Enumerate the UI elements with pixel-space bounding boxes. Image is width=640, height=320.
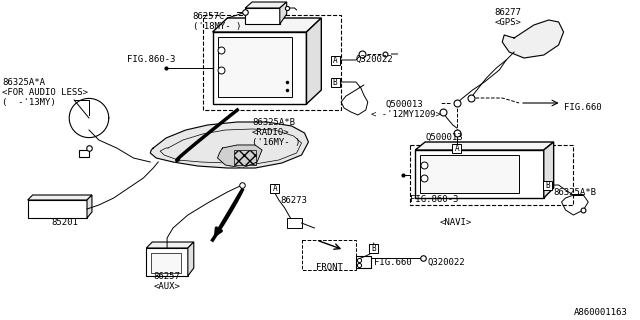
Text: B: B <box>371 244 376 252</box>
Bar <box>212 32 307 104</box>
Bar <box>245 8 280 24</box>
Bar <box>415 150 544 198</box>
Bar <box>420 155 519 193</box>
Text: <NAVI>: <NAVI> <box>440 218 472 227</box>
Text: 86277: 86277 <box>494 8 521 17</box>
Text: ('16MY- ): ('16MY- ) <box>252 138 301 147</box>
Polygon shape <box>28 195 92 200</box>
Bar <box>331 77 340 86</box>
Text: <FOR AUDIO LESS>: <FOR AUDIO LESS> <box>2 88 88 97</box>
Bar <box>356 256 371 268</box>
Bar <box>452 143 461 153</box>
Text: FIG.660: FIG.660 <box>374 258 412 267</box>
Polygon shape <box>150 122 308 168</box>
Text: < -'12MY1209>: < -'12MY1209> <box>371 110 440 119</box>
Text: <RADIO>: <RADIO> <box>252 128 290 137</box>
Bar <box>203 15 341 110</box>
Text: FIG.860-3: FIG.860-3 <box>410 195 459 204</box>
Text: Q320022: Q320022 <box>356 55 394 64</box>
Polygon shape <box>212 18 321 32</box>
Text: 86325A*B: 86325A*B <box>554 188 596 197</box>
Text: B: B <box>333 77 337 86</box>
Bar <box>331 55 340 65</box>
Polygon shape <box>87 195 92 218</box>
Text: FIG.660: FIG.660 <box>564 103 601 112</box>
Text: 86273: 86273 <box>281 196 308 205</box>
Bar <box>147 248 188 276</box>
Bar <box>28 200 87 218</box>
Bar <box>287 218 301 228</box>
Text: FRONT: FRONT <box>316 263 343 272</box>
Bar <box>369 244 378 252</box>
Bar <box>79 150 89 157</box>
Bar <box>234 150 256 165</box>
Text: 86257: 86257 <box>153 272 180 281</box>
Bar <box>543 180 552 189</box>
Polygon shape <box>502 20 564 58</box>
Text: B: B <box>545 180 550 189</box>
Text: Q500013: Q500013 <box>425 133 463 142</box>
Polygon shape <box>188 242 194 276</box>
Text: 85201: 85201 <box>51 218 78 227</box>
Text: Q500013: Q500013 <box>385 100 423 109</box>
Text: FIG.860-3: FIG.860-3 <box>127 55 175 64</box>
Polygon shape <box>245 2 287 8</box>
Text: <AUX>: <AUX> <box>153 282 180 291</box>
Text: A: A <box>273 183 277 193</box>
Text: 86257C: 86257C <box>193 12 225 21</box>
Polygon shape <box>415 142 554 150</box>
Text: ('18MY- ): ('18MY- ) <box>193 22 241 31</box>
Polygon shape <box>544 142 554 198</box>
Polygon shape <box>280 2 287 24</box>
Text: 86325A*A: 86325A*A <box>2 78 45 87</box>
Bar <box>271 183 279 193</box>
Bar <box>151 253 181 273</box>
Text: A: A <box>454 143 459 153</box>
Bar <box>301 240 356 270</box>
Text: Q320022: Q320022 <box>427 258 465 267</box>
Text: (  -'13MY): ( -'13MY) <box>2 98 56 107</box>
Text: A860001163: A860001163 <box>573 308 627 317</box>
Polygon shape <box>307 18 321 104</box>
Text: 86325A*B: 86325A*B <box>252 118 295 127</box>
Bar <box>218 37 292 97</box>
Text: A: A <box>333 55 337 65</box>
Polygon shape <box>147 242 194 248</box>
Polygon shape <box>218 145 262 168</box>
Bar <box>410 145 573 205</box>
Text: <GPS>: <GPS> <box>494 18 521 27</box>
